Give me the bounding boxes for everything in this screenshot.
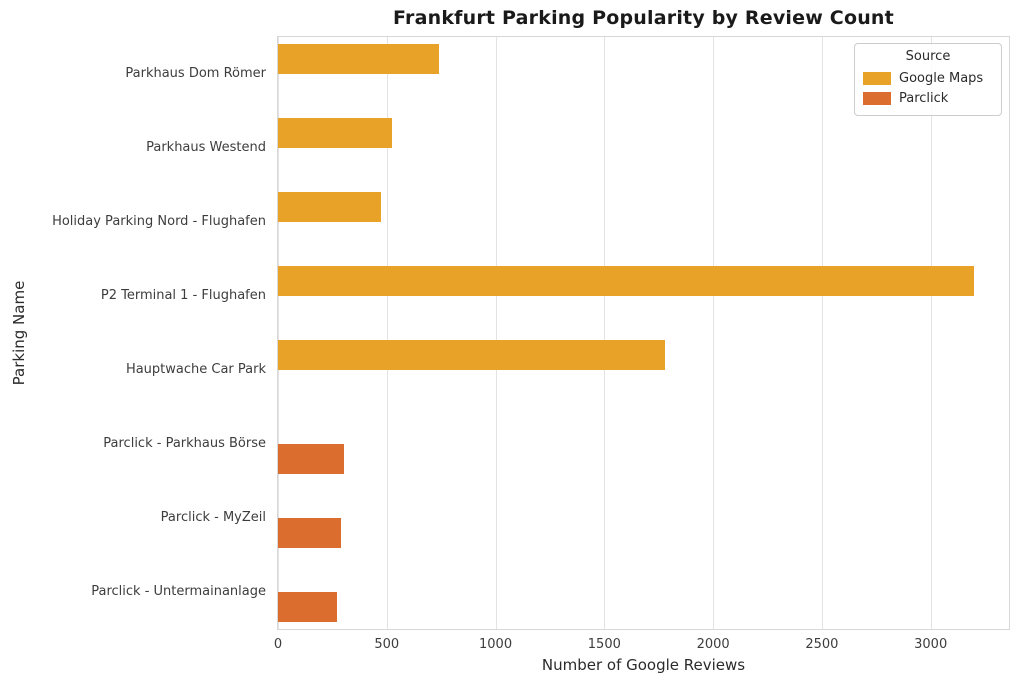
x-tick-label: 1500 (587, 637, 621, 652)
x-tick-label: 2000 (696, 637, 730, 652)
plot-area: Source Google Maps Parclick (277, 36, 1010, 630)
x-axis-label: Number of Google Reviews (541, 656, 746, 674)
bar-google-maps (278, 44, 439, 74)
legend-entries: Google Maps Parclick (863, 68, 993, 108)
y-tick-label: Hauptwache Car Park (125, 362, 266, 377)
legend-entry: Parclick (863, 88, 993, 108)
y-tick-label: Parclick - Parkhaus Börse (103, 436, 266, 451)
bar-google-maps (278, 192, 382, 222)
bar-google-maps (278, 266, 975, 296)
bar-parclick (278, 592, 337, 622)
bar-parclick (278, 518, 342, 548)
x-tick-label: 2500 (805, 637, 839, 652)
legend: Source Google Maps Parclick (854, 43, 1002, 116)
gridline (495, 37, 497, 629)
bar-google-maps (278, 340, 666, 370)
legend-label: Google Maps (899, 70, 984, 86)
x-tick-label: 1000 (479, 637, 513, 652)
y-tick-label: P2 Terminal 1 - Flughafen (100, 288, 266, 303)
x-tick-label: 3000 (914, 637, 948, 652)
x-tick-label: 500 (374, 637, 400, 652)
gridline (930, 37, 932, 629)
legend-swatch (863, 91, 891, 105)
legend-entry: Google Maps (863, 68, 993, 88)
gridline (713, 37, 715, 629)
y-tick-label: Parkhaus Dom Römer (125, 66, 266, 81)
chart-title: Frankfurt Parking Popularity by Review C… (393, 7, 894, 29)
y-axis-label: Parking Name (10, 280, 28, 386)
y-tick-label: Parkhaus Westend (146, 140, 266, 155)
legend-title: Source (905, 49, 951, 64)
bar-parclick (278, 444, 345, 474)
y-tick-label: Parclick - Untermainanlage (91, 584, 266, 599)
y-tick-label: Holiday Parking Nord - Flughafen (52, 214, 266, 229)
y-tick-label: Parclick - MyZeil (160, 510, 266, 525)
legend-label: Parclick (899, 90, 949, 106)
gridline (821, 37, 823, 629)
x-tick-label: 0 (273, 637, 283, 652)
gridline (386, 37, 388, 629)
gridline (604, 37, 606, 629)
gridline (278, 37, 279, 629)
bar-google-maps (278, 118, 393, 148)
legend-swatch (863, 71, 891, 85)
